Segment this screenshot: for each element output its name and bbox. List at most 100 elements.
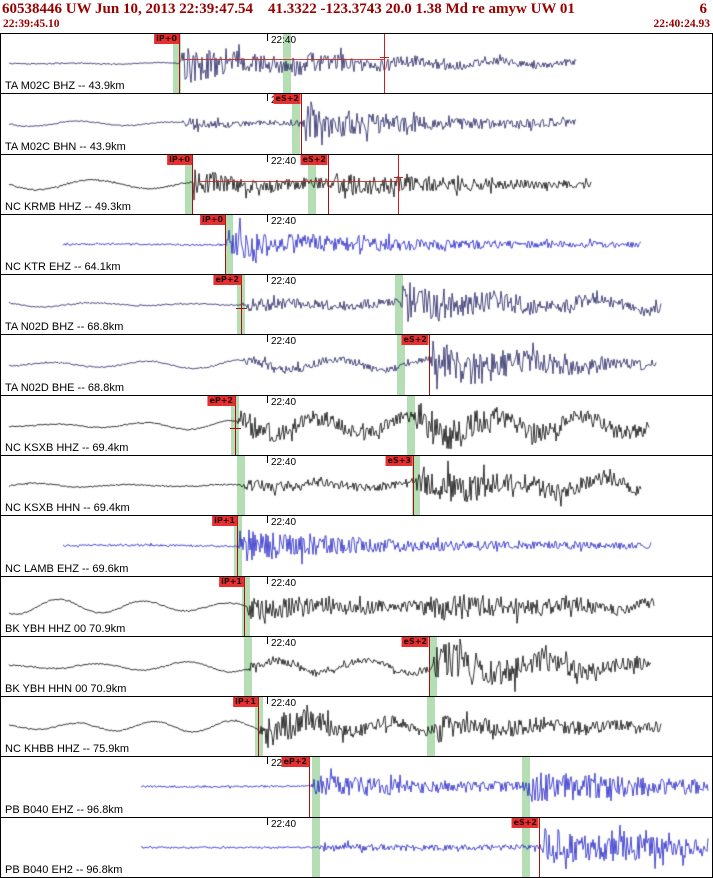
pick-flag[interactable]: eP+2 [207, 395, 235, 406]
trace-panel: 22:40 NC KHBB HHZ -- 75.9km iP+1 [1, 696, 712, 757]
waveform-canvas[interactable] [1, 636, 712, 696]
pick-time-line [237, 516, 238, 576]
station-label: PB B040 EH2 -- 96.8km [5, 863, 123, 876]
pick-flag[interactable]: eS+3 [385, 455, 413, 466]
pick-time-line [429, 636, 430, 697]
waveform-canvas[interactable] [1, 335, 712, 395]
station-label: TA N02D BHZ -- 68.8km [5, 321, 124, 334]
minute-label: 22:40 [271, 35, 297, 46]
waveform-canvas[interactable] [1, 697, 712, 757]
minute-label: 22:40 [271, 698, 297, 710]
minute-label: 22:40 [271, 336, 297, 348]
pick-time-line [328, 154, 329, 214]
pick-time-line [241, 275, 242, 335]
station-label: TA M02C BHZ -- 43.9km [5, 80, 125, 93]
minute-tick [267, 154, 268, 162]
minute-tick [267, 94, 268, 102]
pick-flag[interactable]: iP+0 [154, 34, 179, 44]
waveform-canvas[interactable] [1, 94, 712, 154]
minute-tick [267, 636, 268, 644]
coda-duration-line [198, 180, 398, 182]
trace-panel: 22:40 BK YBH HHN 00 70.9km eS+2 [1, 635, 712, 697]
minute-label: 22:40 [271, 456, 297, 468]
pick-flag[interactable]: iP+1 [233, 697, 258, 708]
pick-time-line [192, 154, 193, 214]
pick-time-line [225, 214, 226, 275]
station-label: NC KSXB HHZ -- 69.4km [5, 441, 129, 454]
waveform-canvas[interactable] [1, 576, 712, 636]
minute-tick [267, 275, 268, 283]
event-summary-title: 60538446 UW Jun 10, 2013 22:39:47.54 41.… [2, 1, 575, 17]
pick-flag[interactable]: eS+2 [401, 335, 429, 346]
station-label: NC KTR EHZ -- 64.1km [5, 261, 121, 274]
trace-panel-list: 22:40 TA M02C BHZ -- 43.9km iP+0 22:40 T… [0, 33, 713, 878]
minute-label: 22:40 [271, 637, 297, 649]
minute-tick [267, 335, 268, 343]
trace-panel: 22:40 TA N02D BHZ -- 68.8km eP+2 [1, 274, 712, 335]
pick-flag[interactable]: eP+2 [281, 757, 309, 768]
minute-tick [267, 455, 268, 463]
trace-panel: 22:40 NC LAMB EHZ -- 69.6km iP+1 [1, 515, 712, 576]
minute-label: 22:40 [271, 577, 297, 589]
pick-uncertainty-tick [230, 428, 241, 430]
waveform-canvas[interactable] [1, 275, 712, 335]
minute-label: 22:40 [271, 215, 297, 227]
station-label: NC KHBB HHZ -- 75.9km [5, 743, 130, 756]
pick-flag[interactable]: iP+1 [212, 516, 237, 527]
minute-label: 22:40 [271, 818, 297, 830]
station-label: PB B040 EHZ -- 96.8km [5, 803, 123, 816]
pick-time-line [429, 335, 430, 395]
coda-end-marker [398, 154, 399, 214]
minute-tick [267, 395, 268, 403]
waveform-canvas[interactable] [1, 395, 712, 455]
waveform-canvas[interactable] [1, 516, 712, 576]
pick-flag[interactable]: eS+2 [273, 94, 301, 105]
minute-label: 22:40 [271, 276, 297, 288]
minute-tick [267, 576, 268, 584]
minute-tick [267, 757, 268, 765]
event-title-suffix: 6 [699, 1, 708, 17]
trace-panel: 22:40 TA M02C BHZ -- 43.9km iP+0 [1, 34, 712, 94]
station-label: TA N02D BHE -- 68.8km [5, 381, 124, 394]
window-end-time: 22:40:24.93 [653, 18, 710, 30]
station-label: NC KRMB HHZ -- 49.3km [5, 200, 131, 213]
time-window-row: 22:39:45.10 22:40:24.93 [0, 18, 713, 33]
coda-end-tick [394, 177, 403, 179]
pick-flag[interactable]: eS+2 [511, 817, 539, 828]
pick-time-line [309, 757, 310, 817]
coda-end-marker [384, 34, 385, 94]
pick-flag[interactable]: iP+0 [167, 154, 192, 165]
waveform-canvas[interactable] [1, 34, 712, 93]
pick-flag[interactable]: eP+2 [213, 275, 241, 286]
pick-time-line [235, 395, 236, 455]
pick-flag[interactable]: iP+1 [219, 576, 244, 587]
minute-label: 22:40 [271, 396, 297, 408]
waveform-canvas[interactable] [1, 817, 712, 877]
station-label: BK YBH HHZ 00 70.9km [5, 622, 126, 635]
trace-panel: 22:40 NC KSXB HHZ -- 69.4km eP+2 [1, 394, 712, 455]
waveform-canvas[interactable] [1, 154, 712, 214]
pick-flag[interactable]: iP+0 [200, 214, 225, 225]
pick-flag[interactable]: eS+2 [300, 154, 328, 165]
minute-tick [267, 817, 268, 825]
minute-tick [267, 214, 268, 222]
station-label: TA M02C BHN -- 43.9km [5, 140, 126, 153]
waveform-canvas[interactable] [1, 757, 712, 817]
header-row: 60538446 UW Jun 10, 2013 22:39:47.54 41.… [0, 0, 713, 18]
trace-panel: 22:40 NC KSXB HHN -- 69.4km eS+3 [1, 454, 712, 516]
waveform-canvas[interactable] [1, 214, 712, 274]
pick-time-line [301, 94, 302, 154]
pick-time-line [413, 455, 414, 516]
coda-duration-line [183, 59, 384, 60]
window-start-time: 22:39:45.10 [3, 18, 60, 30]
pick-time-line [258, 697, 259, 757]
station-label: NC KSXB HHN -- 69.4km [5, 502, 130, 515]
pick-time-line [179, 34, 180, 94]
pick-flag[interactable]: eS+2 [401, 636, 429, 647]
trace-panel: 22:40 PB B040 EH2 -- 96.8km eS+2 [1, 816, 712, 877]
pick-uncertainty-tick [236, 307, 247, 309]
waveform-canvas[interactable] [1, 455, 712, 515]
trace-panel: 22:40 PB B040 EHZ -- 96.8km eP+2 [1, 756, 712, 817]
trace-panel: 22:40 TA M02C BHN -- 43.9km eS+2 [1, 93, 712, 154]
